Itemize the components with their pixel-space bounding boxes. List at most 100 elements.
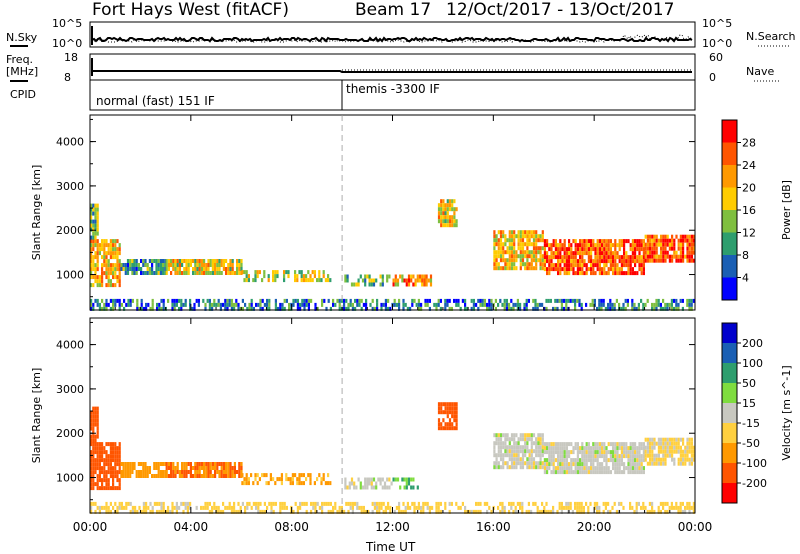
data-cell bbox=[238, 462, 241, 466]
data-cell bbox=[103, 251, 106, 256]
data-cell bbox=[547, 509, 550, 514]
data-cell bbox=[569, 501, 572, 506]
data-cell bbox=[215, 505, 218, 510]
x-axis-label: Time UT bbox=[366, 540, 416, 554]
data-cell bbox=[690, 505, 693, 510]
data-cell bbox=[109, 263, 112, 268]
data-cell bbox=[134, 509, 137, 514]
data-cell bbox=[601, 466, 604, 471]
data-cell bbox=[256, 473, 259, 478]
data-cell bbox=[598, 255, 601, 260]
data-cell bbox=[451, 223, 454, 228]
data-cell bbox=[539, 453, 542, 458]
data-cell bbox=[579, 450, 582, 455]
data-cell bbox=[181, 259, 184, 263]
data-cell bbox=[109, 271, 112, 276]
data-cell bbox=[227, 271, 230, 275]
data-cell bbox=[552, 458, 555, 463]
data-cell bbox=[122, 263, 125, 267]
data-cell bbox=[94, 211, 97, 216]
data-cell bbox=[103, 450, 106, 455]
data-cell bbox=[631, 450, 634, 455]
data-cell bbox=[379, 282, 382, 287]
data-cell bbox=[514, 505, 517, 510]
data-cell bbox=[565, 271, 568, 276]
data-cell bbox=[530, 262, 533, 267]
data-cell bbox=[603, 454, 606, 459]
data-cell bbox=[508, 234, 511, 239]
data-cell bbox=[640, 298, 643, 303]
data-cell bbox=[657, 254, 660, 259]
data-cell bbox=[603, 446, 606, 451]
data-cell bbox=[613, 501, 616, 506]
data-cell bbox=[579, 466, 582, 471]
data-cell bbox=[502, 457, 505, 462]
data-cell bbox=[394, 282, 397, 287]
data-cell bbox=[94, 446, 97, 451]
data-cell bbox=[519, 246, 522, 251]
data-cell bbox=[237, 302, 240, 307]
data-cell bbox=[521, 258, 525, 263]
data-cell bbox=[107, 271, 110, 276]
data-cell bbox=[568, 263, 571, 268]
data-cell bbox=[602, 509, 605, 514]
data-cell bbox=[662, 234, 665, 239]
data-cell bbox=[543, 442, 546, 447]
data-cell bbox=[303, 302, 306, 307]
data-cell bbox=[583, 462, 586, 467]
data-cell bbox=[649, 258, 652, 263]
data-cell bbox=[327, 509, 330, 514]
data-cell bbox=[668, 238, 671, 243]
data-cell bbox=[162, 271, 165, 275]
velocity-region bbox=[493, 433, 544, 470]
data-cell bbox=[225, 462, 228, 466]
data-cell bbox=[612, 454, 615, 459]
data-cell bbox=[360, 505, 363, 510]
data-cell bbox=[151, 271, 154, 275]
data-cell bbox=[368, 481, 371, 486]
data-cell bbox=[666, 453, 669, 458]
data-cell bbox=[596, 462, 599, 467]
data-cell bbox=[332, 509, 335, 514]
data-cell bbox=[94, 418, 97, 423]
data-cell bbox=[189, 466, 192, 470]
data-cell bbox=[545, 509, 548, 514]
data-cell bbox=[501, 505, 504, 510]
data-cell bbox=[609, 255, 612, 260]
data-cell bbox=[640, 466, 643, 471]
data-cell bbox=[559, 446, 562, 451]
data-cell bbox=[261, 509, 264, 514]
data-cell bbox=[175, 302, 178, 307]
data-cell bbox=[612, 446, 615, 451]
data-cell bbox=[208, 509, 211, 514]
data-cell bbox=[585, 446, 588, 451]
data-cell bbox=[635, 306, 638, 311]
data-cell bbox=[162, 306, 165, 311]
data-cell bbox=[116, 279, 119, 284]
data-cell bbox=[686, 441, 689, 446]
data-cell bbox=[508, 441, 511, 446]
data-cell bbox=[238, 474, 241, 478]
data-cell bbox=[644, 302, 647, 307]
data-cell bbox=[605, 454, 608, 459]
data-cell bbox=[499, 445, 503, 450]
data-cell bbox=[488, 302, 491, 307]
data-cell bbox=[479, 509, 482, 514]
data-cell bbox=[623, 259, 626, 264]
data-cell bbox=[675, 449, 678, 454]
data-cell bbox=[486, 509, 489, 514]
data-cell bbox=[587, 505, 590, 510]
data-cell bbox=[269, 473, 272, 478]
data-cell bbox=[596, 501, 599, 506]
power-region bbox=[165, 259, 243, 275]
data-cell bbox=[640, 255, 643, 260]
data-cell bbox=[592, 462, 595, 467]
data-cell bbox=[426, 302, 429, 307]
data-cell bbox=[590, 450, 593, 455]
data-cell bbox=[673, 306, 676, 311]
data-cell bbox=[451, 207, 454, 212]
data-cell bbox=[439, 306, 442, 311]
data-cell bbox=[298, 477, 301, 482]
data-cell bbox=[92, 446, 95, 451]
data-cell bbox=[513, 457, 516, 462]
